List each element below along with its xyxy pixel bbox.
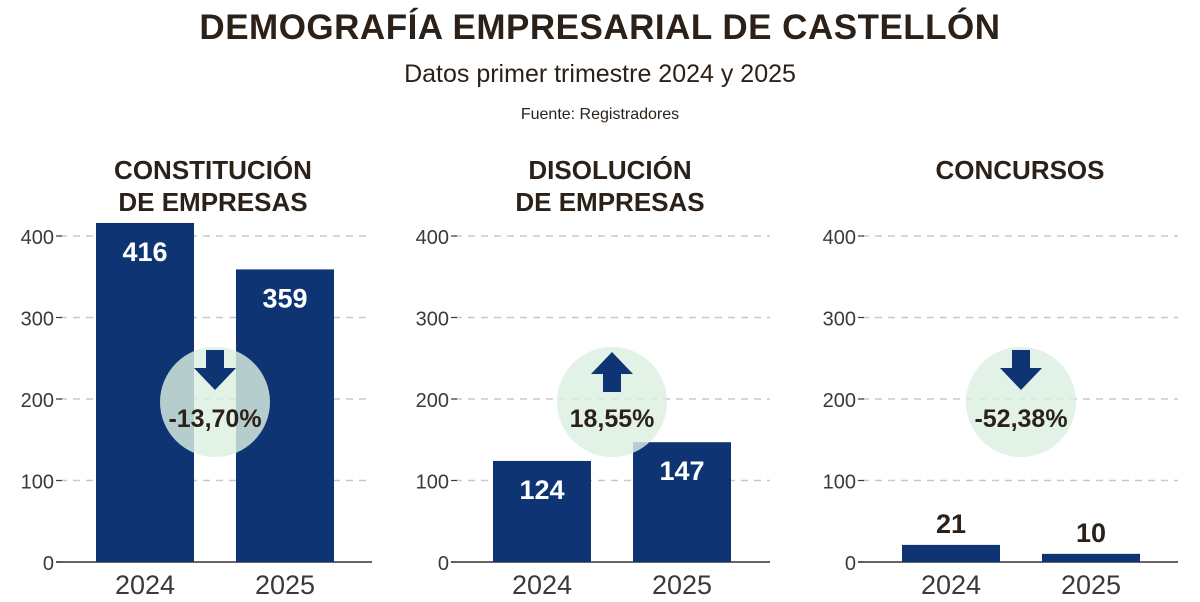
panel-title-line2: DE EMPRESAS bbox=[515, 187, 705, 217]
arrow-down-icon bbox=[194, 350, 236, 390]
y-tick-label: 400 bbox=[823, 227, 856, 249]
bar bbox=[493, 460, 591, 562]
y-tick-label: 200 bbox=[416, 390, 449, 412]
arrow-down-icon bbox=[1000, 350, 1042, 390]
y-tick-label: 400 bbox=[416, 227, 449, 249]
panel-title-concursos: CONCURSOS bbox=[840, 154, 1200, 186]
y-tick-label: 100 bbox=[416, 472, 449, 494]
data-label: 359 bbox=[262, 283, 307, 313]
y-tick-label: 300 bbox=[823, 309, 856, 331]
chart-subtitle: Datos primer trimestre 2024 y 2025 bbox=[404, 60, 796, 88]
x-tick-label: 2025 bbox=[255, 570, 315, 600]
data-label: 147 bbox=[659, 456, 704, 486]
y-tick-label: 100 bbox=[21, 472, 54, 494]
panel-title-line1: CONSTITUCIÓN bbox=[114, 155, 312, 185]
source-note: Fuente: Registradores bbox=[520, 106, 680, 123]
bar bbox=[633, 442, 731, 562]
y-tick-label: 400 bbox=[21, 227, 54, 249]
chart-title: DEMOGRAFÍA EMPRESARIAL DE CASTELLÓN bbox=[199, 8, 1001, 47]
panel-title-constitucion: CONSTITUCIÓN DE EMPRESAS bbox=[33, 154, 393, 218]
data-label: 124 bbox=[519, 475, 564, 505]
panel-title-line2: DE EMPRESAS bbox=[118, 187, 308, 217]
panel-title-line1: DISOLUCIÓN bbox=[528, 155, 692, 185]
data-label: 10 bbox=[1076, 518, 1106, 548]
change-bubble bbox=[966, 347, 1076, 457]
x-tick-label: 2024 bbox=[512, 570, 572, 600]
data-label: 416 bbox=[122, 237, 167, 267]
y-tick-label: 0 bbox=[43, 553, 54, 575]
y-tick-label: 300 bbox=[21, 309, 54, 331]
data-label: 21 bbox=[936, 509, 966, 539]
y-tick-label: 0 bbox=[845, 553, 856, 575]
y-tick-label: 200 bbox=[823, 390, 856, 412]
arrow-up-icon bbox=[591, 352, 633, 392]
change-percent: -13,70% bbox=[168, 405, 261, 433]
panel-title-line1: CONCURSOS bbox=[935, 155, 1105, 185]
y-tick-label: 0 bbox=[438, 553, 449, 575]
x-tick-label: 2025 bbox=[652, 570, 712, 600]
change-bubble bbox=[557, 347, 667, 457]
change-percent: -52,38% bbox=[974, 405, 1067, 433]
y-tick-label: 300 bbox=[416, 309, 449, 331]
x-tick-label: 2025 bbox=[1061, 570, 1121, 600]
change-percent: 18,55% bbox=[570, 405, 655, 433]
bar bbox=[902, 544, 1000, 562]
panel-title-disolucion: DISOLUCIÓN DE EMPRESAS bbox=[430, 154, 790, 218]
y-tick-label: 200 bbox=[21, 390, 54, 412]
x-tick-label: 2024 bbox=[115, 570, 175, 600]
change-bubble bbox=[160, 347, 270, 457]
y-tick-label: 100 bbox=[823, 472, 856, 494]
bar bbox=[1042, 553, 1140, 562]
x-tick-label: 2024 bbox=[921, 570, 981, 600]
